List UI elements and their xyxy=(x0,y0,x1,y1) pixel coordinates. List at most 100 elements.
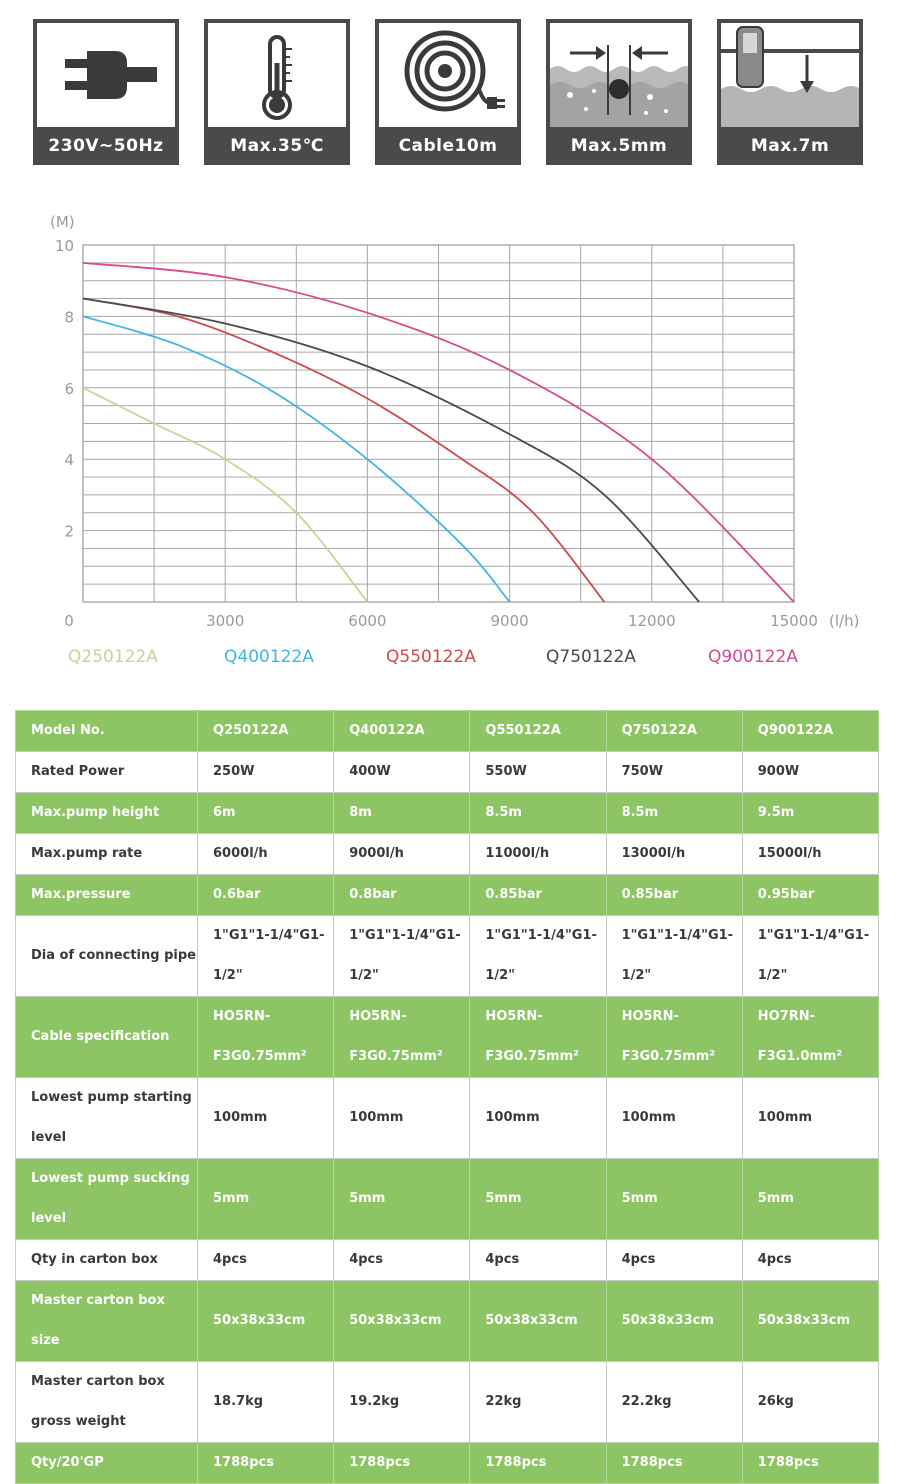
row-value: 4pcs xyxy=(605,1239,743,1281)
row-value: 400W xyxy=(333,751,471,793)
chart-legend: Q250122A Q400122A Q550122A Q750122A Q900122A xyxy=(68,647,798,667)
table-row: Max.pressure 0.6bar 0.8bar 0.85bar 0.85bar 0.… xyxy=(14,874,880,916)
legend-entry: Q900122A xyxy=(708,647,798,667)
series-line-Q250122A xyxy=(82,386,369,603)
spec-label: 230V~50Hz xyxy=(48,136,164,156)
spec-cable: Cable10m xyxy=(375,19,521,165)
series-line-Q750122A xyxy=(82,297,700,603)
y-axis-label: (M) xyxy=(50,213,75,231)
row-value: 4pcs xyxy=(741,1239,880,1281)
row-value: 5mm xyxy=(469,1158,607,1240)
table-row: Model No. Q250122A Q400122A Q550122A Q750122… xyxy=(14,710,880,752)
y-tick-label: 8 xyxy=(64,308,74,326)
table-row: Lowest pump starting level 100mm 100mm 100m… xyxy=(14,1077,880,1159)
row-value: 50x38x33cm xyxy=(469,1280,607,1362)
row-label: Cable specification xyxy=(14,996,199,1078)
row-value: 11000l/h xyxy=(469,833,607,875)
row-value: 900W xyxy=(741,751,880,793)
row-value: 1"G1"1-1/4"G1-1/2" xyxy=(469,915,607,997)
row-value: 1788pcs xyxy=(741,1442,880,1484)
row-value: 100mm xyxy=(197,1077,335,1159)
immersion-depth-icon xyxy=(721,23,859,127)
chart-ticks: 0 3000 6000 9000 12000 15000 2 4 6 8 10 xyxy=(55,237,818,630)
table-row: Dia of connecting pipe 1"G1"1-1/4"G1-1/2"… xyxy=(14,915,880,997)
row-value: Q900122A xyxy=(741,710,880,752)
row-value: 0.85bar xyxy=(469,874,607,916)
row-value: 19.2kg xyxy=(333,1361,471,1443)
y-tick-label: 10 xyxy=(55,237,74,255)
row-value: 100mm xyxy=(605,1077,743,1159)
row-value: 550W xyxy=(469,751,607,793)
spec-label: Max.7m xyxy=(750,136,830,156)
x-tick-label: 0 xyxy=(64,612,74,630)
row-value: 0.95bar xyxy=(741,874,880,916)
row-value: 5mm xyxy=(605,1158,743,1240)
row-value: 22kg xyxy=(469,1361,607,1443)
row-value: 1788pcs xyxy=(333,1442,471,1484)
row-label: Lowest pump sucking level xyxy=(14,1158,199,1240)
row-value: 5mm xyxy=(741,1158,880,1240)
spec-voltage: 230V~50Hz xyxy=(33,19,179,165)
spec-temperature: Max.35℃ xyxy=(204,19,350,165)
spec-icons-row: 230V~50Hz Max.35℃ xyxy=(33,19,863,167)
row-value: 26kg xyxy=(741,1361,880,1443)
row-value: 1788pcs xyxy=(469,1442,607,1484)
row-value: 9.5m xyxy=(741,792,880,834)
row-value: 8.5m xyxy=(605,792,743,834)
table-row: Rated Power 250W 400W 550W 750W 900W xyxy=(14,751,880,793)
row-value: 13000l/h xyxy=(605,833,743,875)
row-value: 8.5m xyxy=(469,792,607,834)
legend-entry: Q750122A xyxy=(546,647,636,667)
row-label: Max.pressure xyxy=(14,874,199,916)
row-value: 18.7kg xyxy=(197,1361,335,1443)
row-value: Q400122A xyxy=(333,710,471,752)
row-value: 50x38x33cm xyxy=(605,1280,743,1362)
row-value: HO7RN-F3G1.0mm² xyxy=(741,996,880,1078)
y-tick-label: 4 xyxy=(64,451,74,469)
chart-curves xyxy=(82,261,795,603)
row-value: 50x38x33cm xyxy=(741,1280,880,1362)
spec-label: Max.35℃ xyxy=(230,136,324,156)
series-line-Q900122A xyxy=(82,261,795,603)
x-tick-label: 3000 xyxy=(206,612,244,630)
x-tick-label: 9000 xyxy=(491,612,529,630)
row-value: HO5RN-F3G0.75mm² xyxy=(197,996,335,1078)
row-value: Q250122A xyxy=(197,710,335,752)
table-row: Qty in carton box 4pcs 4pcs 4pcs 4pcs 4pcs xyxy=(14,1239,880,1281)
row-label: Master carton box gross weight xyxy=(14,1361,199,1443)
row-value: 8m xyxy=(333,792,471,834)
row-value: 15000l/h xyxy=(741,833,880,875)
row-value: 250W xyxy=(197,751,335,793)
particle-size-icon xyxy=(550,45,688,127)
row-value: Q550122A xyxy=(469,710,607,752)
row-label: Master carton box size xyxy=(14,1280,199,1362)
table-row: Master carton box size 50x38x33cm 50x38x33… xyxy=(14,1280,880,1362)
legend-entry: Q250122A xyxy=(68,647,158,667)
row-value: 0.6bar xyxy=(197,874,335,916)
row-value: 1788pcs xyxy=(197,1442,335,1484)
plug-icon xyxy=(65,51,157,99)
row-label: Lowest pump starting level xyxy=(14,1077,199,1159)
row-value: 6m xyxy=(197,792,335,834)
table-row: Master carton box gross weight 18.7kg 19.2… xyxy=(14,1361,880,1443)
row-value: 9000l/h xyxy=(333,833,471,875)
row-value: 1"G1"1-1/4"G1-1/2" xyxy=(741,915,880,997)
table-row: Max.pump height 6m 8m 8.5m 8.5m 9.5m xyxy=(14,792,880,834)
x-tick-label: 12000 xyxy=(628,612,676,630)
row-label: Qty in carton box xyxy=(14,1239,199,1281)
row-value: HO5RN-F3G0.75mm² xyxy=(469,996,607,1078)
table-row: Qty/20'GP 1788pcs 1788pcs 1788pcs 1788pcs 178… xyxy=(14,1442,880,1484)
spec-label: Max.5mm xyxy=(570,136,668,156)
row-label: Qty/20'GP xyxy=(14,1442,199,1484)
legend-entry: Q550122A xyxy=(386,647,476,667)
row-label: Dia of connecting pipe xyxy=(14,915,199,997)
spec-particle: Max.5mm xyxy=(546,19,692,165)
table-row: Cable specification HO5RN-F3G0.75mm² HO5RN… xyxy=(14,996,880,1078)
row-value: 100mm xyxy=(333,1077,471,1159)
row-value: Q750122A xyxy=(605,710,743,752)
row-label: Rated Power xyxy=(14,751,199,793)
y-tick-label: 2 xyxy=(64,523,74,541)
series-line-Q550122A xyxy=(82,297,606,603)
x-tick-label: 6000 xyxy=(348,612,386,630)
